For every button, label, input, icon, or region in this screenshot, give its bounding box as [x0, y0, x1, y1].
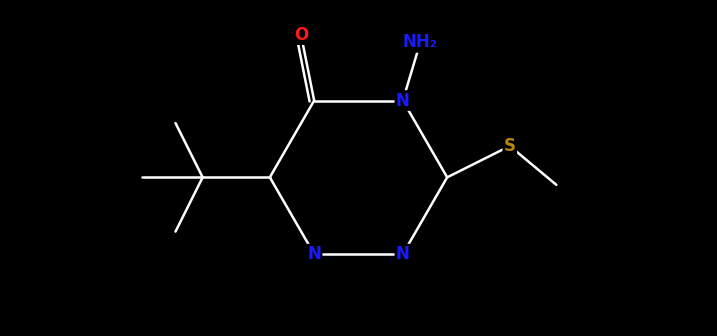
- Text: N: N: [396, 245, 410, 263]
- Text: O: O: [294, 26, 308, 44]
- Text: N: N: [307, 245, 321, 263]
- Text: NH₂: NH₂: [403, 34, 438, 51]
- Text: N: N: [396, 91, 410, 110]
- Text: S: S: [504, 137, 516, 155]
